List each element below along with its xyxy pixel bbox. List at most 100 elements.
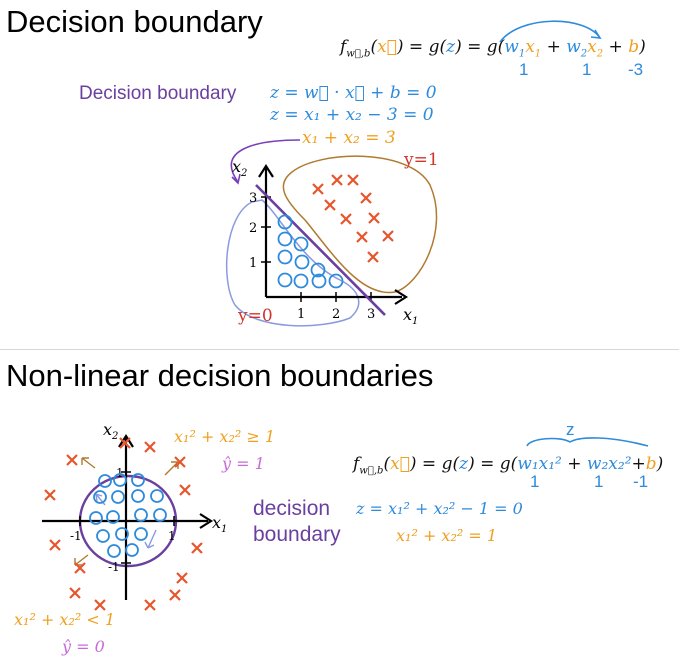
decision-label-line1: decision [253,497,331,520]
cross-marker [347,174,359,186]
nonlinear-equation-2: x₁² + x₂² = 1 [396,526,498,545]
cross-marker [360,192,372,204]
boundary-equation-1: z = w⃗ · x⃗ + b = 0 [270,83,437,103]
cross-marker [144,599,156,611]
cross-marker [69,587,81,599]
cross-marker [169,589,181,601]
y-tick-3: 3 [249,191,257,206]
cross-marker [340,213,352,225]
value-w2-sq: 1 [594,472,604,491]
term-w2x2sq: w₂x₂² [586,454,632,474]
circle-marker [294,254,310,270]
cross-marker [331,174,343,186]
decision-label-line2: boundary [253,523,341,546]
cross-marker [66,454,78,466]
outer-prediction: ŷ = 1 [222,454,265,473]
curved-arrow [230,139,301,183]
circle-marker [125,543,139,557]
circle-marker [311,273,327,289]
f-symbol: f [340,37,347,57]
class-0-points [277,214,344,289]
w1-symbol: w [504,37,519,57]
class-1-points [312,174,394,263]
b-symbol: b [628,37,640,57]
circle-marker [310,262,326,278]
circle-marker [98,474,112,488]
w2-symbol: w [566,37,581,57]
section-title-nonlinear: Non-linear decision boundaries [6,358,434,393]
circle-marker [134,527,148,541]
x2-symbol: x [587,37,597,57]
tick-y-minus1: -1 [108,560,120,574]
circle-marker [115,527,129,541]
cross-marker [191,542,203,554]
nonlinear-equation-1: z = x₁² + x₂² − 1 = 0 [356,499,523,518]
axis-label-x1: x1 [403,305,418,327]
nonlinear-boundary-plot: x2 x1 1 -1 1 -1 [42,420,649,611]
linear-boundary-plot: 1 2 3 1 2 3 x2 x1 y=1 y=0 [225,20,602,327]
axis-label-x1-b: x1 [212,513,227,535]
f-subscript: w⃗,b [346,48,371,60]
circle-marker [131,473,145,487]
close-paren: ) [639,37,646,57]
inner-class-points [89,473,167,558]
x-tick-2: 2 [332,307,340,322]
boundary-equation-3: x₁ + x₂ = 3 [302,128,396,148]
x1-symbol: x [525,37,535,57]
plus-1: + [541,37,567,57]
eq-g: = g( [408,37,447,57]
circle-marker [277,214,293,230]
circle-marker [131,489,145,503]
region-y1-outline [282,155,438,294]
circle-marker [113,473,127,487]
value-w1-sq: 1 [530,472,540,491]
value-b-sq: -1 [633,472,649,491]
cross-marker [312,183,324,195]
circle-marker [134,508,148,522]
region-y0-outline [225,199,360,327]
inner-prediction: ŷ = 0 [62,637,105,656]
circle-marker [277,272,293,288]
decision-boundary-label: Decision boundary [79,83,237,104]
circle-marker [150,489,164,503]
circle-marker [111,490,125,504]
nonlinear-formula: fw⃗,b(x⃗) = g(z) = g(w₁x₁² + w₂x₂²+b) [353,454,664,477]
cross-marker [144,441,156,453]
value-w2: 1 [582,60,592,79]
eq-g2: ) = g( [455,37,505,57]
cross-marker [94,599,106,611]
curved-arrow-head [231,173,241,185]
label-y-equals-0: y=0 [237,306,273,326]
circle-marker [277,231,293,247]
x-tick-3: 3 [367,307,375,322]
boundary-equation-2: z = x₁ + x₂ − 3 = 0 [270,105,434,125]
label-y-equals-1: y=1 [403,150,439,170]
cross-marker [382,230,394,242]
plus-2: + [603,37,629,57]
x2-sub: 2 [596,48,604,60]
cross-marker [44,489,56,501]
cross-marker [324,199,336,211]
linear-boundary-panel: Decision boundary fw⃗,b(x⃗) = g(z) = g(w… [6,4,646,327]
logistic-formula: fw⃗,b(x⃗) = g(z) = g(w1x1 + w2x2 + b) [340,37,646,60]
circle-marker [106,510,120,524]
cross-marker [174,456,186,468]
decision-boundary-line [255,184,386,316]
cross-marker [74,562,86,574]
tick-x-minus1: -1 [70,529,82,543]
outer-class-points [44,437,203,611]
cross-marker [179,484,191,496]
cross-marker [119,437,131,449]
w2-sub: 2 [580,48,588,60]
z-brace [526,437,649,447]
nonlinear-boundary-panel: Non-linear decision boundaries x₁² + x₂²… [0,349,679,661]
w1-sub: 1 [518,48,526,60]
y-tick-1: 1 [249,256,257,271]
circle-marker [107,544,121,558]
circle-marker [293,273,309,289]
cross-marker [176,572,188,584]
outer-inequality: x₁² + x₂² ≥ 1 [174,427,276,446]
cross-marker [49,539,61,551]
brace-label-z: z [566,420,575,439]
y-axis-arrow [258,163,274,178]
